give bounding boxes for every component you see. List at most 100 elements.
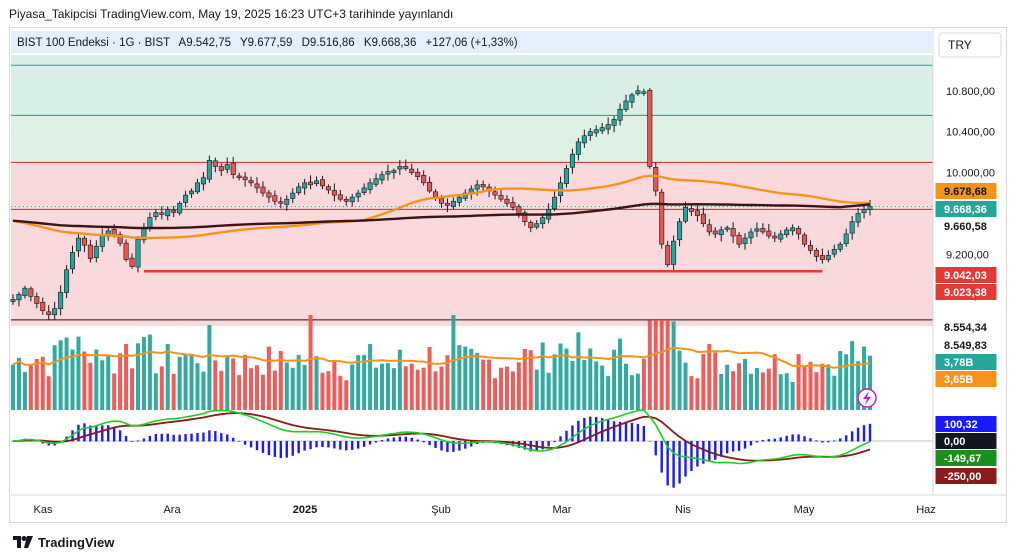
candle-body <box>534 223 540 228</box>
price-label-text: 9.042,03 <box>944 270 987 282</box>
volume-bar <box>463 346 468 410</box>
volume-bar <box>338 375 343 410</box>
price-label: 8.554,34 <box>935 319 997 335</box>
candle-body <box>510 202 516 208</box>
macd-label-bg <box>935 468 997 484</box>
published-caption: Piyasa_Takipcisi TradingView.com, May 19… <box>9 7 454 21</box>
candle-body <box>480 184 486 188</box>
currency-button[interactable]: TRY <box>938 32 1002 58</box>
candle-body <box>391 170 397 173</box>
volume-bar <box>862 346 867 410</box>
volume-bar <box>135 343 140 410</box>
macd-label-text: 0,00 <box>944 436 965 448</box>
volume-ma-line <box>12 346 871 369</box>
candle-body <box>248 180 254 184</box>
candle-body <box>605 124 611 130</box>
zone-red <box>11 162 933 326</box>
volume-bar <box>754 368 759 410</box>
volume-bar <box>362 354 367 410</box>
candle-body <box>87 244 93 259</box>
volume-bar <box>606 376 611 410</box>
volume-bar <box>391 368 396 410</box>
volume-bar <box>433 371 438 410</box>
candle-body <box>46 311 52 316</box>
candle-body <box>456 196 462 203</box>
volume-bar <box>40 356 45 410</box>
candle-body <box>587 131 593 136</box>
volume-bar <box>46 376 51 410</box>
candle-body <box>421 175 427 184</box>
candle-body <box>492 191 498 196</box>
macd-label: 100,32 <box>935 416 997 432</box>
volume-bar <box>11 364 15 410</box>
volume-bar <box>385 363 390 410</box>
volume-bar <box>284 362 289 410</box>
volume-bar <box>600 365 605 410</box>
candle-body <box>819 255 825 260</box>
candle-body <box>177 202 183 214</box>
volume-bar <box>141 337 146 410</box>
volume-bar <box>165 344 170 410</box>
price-label-bg <box>935 183 997 199</box>
volume-bar <box>731 371 736 410</box>
volume-bar <box>820 363 825 410</box>
candlesticks <box>10 85 873 321</box>
candle-body <box>784 229 790 236</box>
candle-body <box>575 141 581 155</box>
candle-body <box>99 234 105 247</box>
candle-body <box>813 249 819 257</box>
price-label: 9.042,03 <box>935 267 997 283</box>
volume-bar <box>266 346 271 410</box>
candle-body <box>694 210 700 216</box>
volume-bars <box>11 315 872 410</box>
candle-body <box>302 182 308 189</box>
volume-bar <box>653 320 658 410</box>
price-label-bg <box>935 284 997 300</box>
volume-bar <box>403 366 408 410</box>
volume-bar <box>481 359 486 410</box>
candle-body <box>754 228 760 232</box>
volume-bar <box>850 341 855 410</box>
volume-bar <box>88 362 93 410</box>
legend-background <box>11 31 933 53</box>
volume-bar <box>177 356 182 410</box>
volume-bar <box>332 361 337 410</box>
price-label-bg <box>935 201 997 217</box>
candle-body <box>153 212 159 217</box>
candle-body <box>129 257 135 267</box>
candle-body <box>189 190 195 195</box>
chart-frame <box>9 27 1007 523</box>
tradingview-logo[interactable]: TradingView <box>13 533 114 551</box>
legend-change: +127,06 (+1,33%) <box>426 37 518 49</box>
volume-bar <box>760 372 765 410</box>
candle-body <box>75 237 81 252</box>
volume-label-bg <box>935 371 997 387</box>
volume-bar <box>52 345 57 410</box>
candle-body <box>325 186 331 191</box>
volume-bar <box>683 362 688 410</box>
candle-body <box>397 166 403 170</box>
volume-bar <box>796 354 801 410</box>
volume-bar <box>302 364 307 410</box>
macd-label-text: -250,00 <box>944 471 981 483</box>
volume-bar <box>612 349 617 410</box>
volume-bar <box>540 342 545 410</box>
volume-bar <box>558 343 563 410</box>
price-label: 9.023,38 <box>935 284 997 300</box>
candle-body <box>224 164 230 170</box>
candle-body <box>361 187 367 193</box>
candle-body <box>28 288 34 297</box>
lightning-icon[interactable] <box>857 388 877 408</box>
candle-body <box>641 91 647 94</box>
candle-body <box>766 230 772 237</box>
volume-bar <box>296 354 301 410</box>
candle-body <box>34 296 40 304</box>
time-tick-label: Mar <box>553 504 572 516</box>
volume-bar <box>635 373 640 410</box>
candle-body <box>314 180 320 185</box>
price-tick-label: 9.200,00 <box>946 249 989 261</box>
volume-bar <box>130 368 135 410</box>
volume-bar <box>314 356 319 410</box>
volume-bar <box>201 371 206 410</box>
